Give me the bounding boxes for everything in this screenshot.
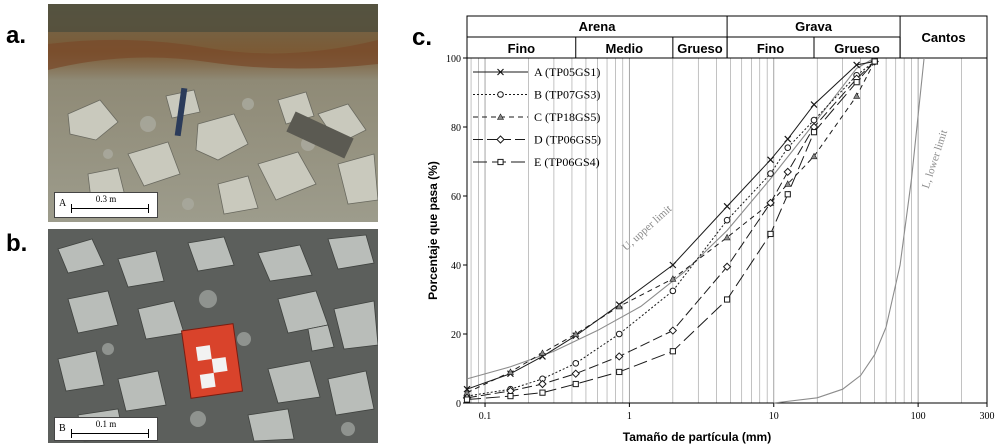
legend-label: B (TP07GS3) xyxy=(534,88,600,102)
data-point xyxy=(768,171,774,177)
header-sublabel: Grueso xyxy=(834,41,880,56)
data-point xyxy=(811,130,816,135)
data-point xyxy=(508,394,513,399)
header-label: Cantos xyxy=(922,30,966,45)
x-tick-label: 100 xyxy=(911,411,926,422)
x-tick-label: 1 xyxy=(627,411,632,422)
data-point xyxy=(785,145,791,151)
legend-label: A (TP05GS1) xyxy=(534,65,600,79)
y-tick-label: 80 xyxy=(451,123,461,134)
legend-label: C (TP18GS5) xyxy=(534,110,600,124)
scale-card xyxy=(182,324,243,399)
y-tick-label: 0 xyxy=(456,399,461,410)
y-axis: 0 20 40 60 80 100 xyxy=(446,54,467,410)
legend-label: E (TP06GS4) xyxy=(534,155,600,169)
data-point xyxy=(785,192,790,197)
y-axis-label: Porcentaje que pasa (%) xyxy=(426,161,440,300)
x-tick-label: 300 xyxy=(980,411,995,422)
data-point xyxy=(872,59,877,64)
data-point xyxy=(464,397,469,402)
data-point xyxy=(617,369,622,374)
data-point xyxy=(854,80,859,85)
panel-label-a: a. xyxy=(6,22,26,50)
data-point xyxy=(573,361,579,367)
y-tick-label: 40 xyxy=(451,261,461,272)
data-point xyxy=(670,349,675,354)
legend-marker xyxy=(498,92,504,98)
x-axis: 0.1 1 10 100 300 xyxy=(479,403,995,422)
x-axis-label: Tamaño de partícula (mm) xyxy=(623,430,771,444)
legend-label: D (TP06GS5) xyxy=(534,133,601,147)
rock-outcrop-photo xyxy=(48,4,378,222)
header-sublabel: Medio xyxy=(606,41,644,56)
rock-debris-photo xyxy=(48,229,378,443)
field-photo-b: B 0.1 m xyxy=(48,229,378,443)
x-tick-label: 10 xyxy=(769,411,779,422)
data-point xyxy=(724,297,729,302)
scale-bar-value: 0.1 m xyxy=(55,419,157,429)
y-tick-label: 20 xyxy=(451,330,461,341)
scale-bar-value: 0.3 m xyxy=(55,194,157,204)
header-label: Grava xyxy=(795,19,833,34)
scale-bar-b: B 0.1 m xyxy=(54,417,158,441)
field-photo-a: A 0.3 m xyxy=(48,4,378,222)
scale-bar-arrow xyxy=(71,208,149,209)
data-point xyxy=(724,217,730,223)
data-point xyxy=(540,390,545,395)
scale-bar-a: A 0.3 m xyxy=(54,192,158,218)
y-tick-label: 60 xyxy=(451,192,461,203)
y-tick-label: 100 xyxy=(446,54,461,65)
data-point xyxy=(768,231,773,236)
header-label: Arena xyxy=(579,19,617,34)
header-sublabel: Fino xyxy=(757,41,784,56)
data-point xyxy=(573,381,578,386)
data-point xyxy=(811,117,817,123)
scale-bar-arrow xyxy=(71,433,149,434)
header-sublabel: Grueso xyxy=(677,41,723,56)
panel-label-b: b. xyxy=(6,230,27,258)
header-table: Arena Grava Cantos Fino Medio Grueso Fino Grues… xyxy=(467,16,987,58)
data-point xyxy=(616,331,622,337)
data-point xyxy=(670,288,676,294)
grain-size-distribution-chart: Arena Grava Cantos Fino Medio Grueso Fino Grues… xyxy=(400,0,995,446)
header-sublabel: Fino xyxy=(508,41,535,56)
legend-marker xyxy=(498,159,503,164)
x-tick-label: 0.1 xyxy=(479,411,492,422)
